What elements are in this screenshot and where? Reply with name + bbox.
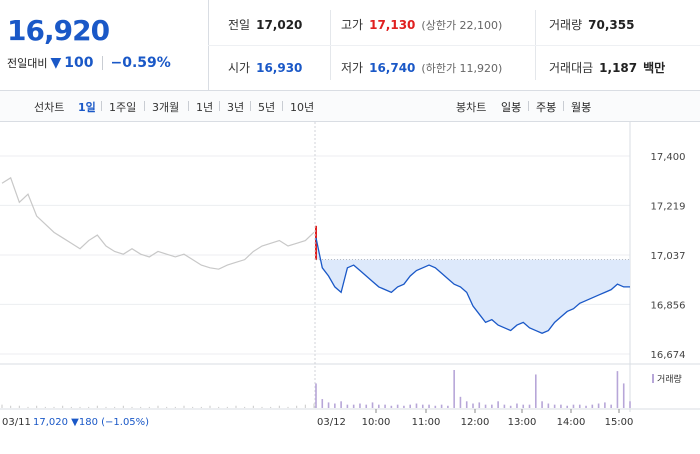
stat-value: 17,020 bbox=[256, 17, 303, 32]
stat-label: 고가 bbox=[341, 18, 364, 32]
stat-value: 16,930 bbox=[256, 60, 303, 75]
volume-legend-label: 거래량 bbox=[657, 373, 682, 385]
divider bbox=[188, 101, 189, 111]
tab-3-months[interactable]: 3개월 bbox=[152, 101, 180, 114]
stat-label: 시가 bbox=[228, 61, 251, 75]
stat-label: 저가 bbox=[341, 61, 364, 75]
x-tick-label: 12:00 bbox=[461, 417, 490, 428]
x-tick-label: 14:00 bbox=[557, 417, 586, 428]
divider bbox=[144, 101, 145, 111]
change-value: 100 bbox=[64, 55, 94, 71]
x-date-label: 03/12 bbox=[317, 417, 346, 428]
divider bbox=[219, 101, 220, 111]
lower-limit: (하한가 11,920) bbox=[421, 61, 503, 75]
tab-3-years[interactable]: 3년 bbox=[227, 101, 245, 114]
current-price: 16,920 bbox=[7, 14, 110, 47]
intraday-chart: 17,400 17,219 17,037 16,856 16,674 거래량 03/11 17… bbox=[0, 122, 700, 450]
stat-high: 고가 17,130 (상한가 22,100) bbox=[341, 16, 502, 33]
stat-volume: 거래량 70,355 bbox=[549, 16, 634, 33]
quote-header: 16,920 전일대비 ▼ 100 −0.59% 전일 17,020 고가 17… bbox=[0, 0, 700, 91]
tab-1-week[interactable]: 1주일 bbox=[109, 101, 137, 114]
stat-value: 1,187 bbox=[599, 60, 638, 75]
stat-open: 시가 16,930 bbox=[228, 59, 302, 76]
upper-limit: (상한가 22,100) bbox=[421, 18, 503, 32]
tab-1-year[interactable]: 1년 bbox=[196, 101, 214, 114]
tab-monthly-candle[interactable]: 월봉 bbox=[571, 101, 592, 114]
volume-legend-swatch bbox=[652, 374, 654, 383]
tab-5-years[interactable]: 5년 bbox=[258, 101, 276, 114]
divider bbox=[101, 56, 103, 70]
divider bbox=[208, 45, 700, 46]
stat-label: 거래량 bbox=[549, 18, 583, 32]
y-tick-label: 16,674 bbox=[651, 350, 686, 361]
tab-10-years[interactable]: 10년 bbox=[290, 101, 315, 114]
tab-1-day[interactable]: 1일 bbox=[78, 101, 96, 114]
current-price-box: 16,920 전일대비 ▼ 100 −0.59% bbox=[0, 0, 209, 90]
x-tick-label: 11:00 bbox=[412, 417, 441, 428]
line-chart-label: 선차트 bbox=[34, 101, 65, 114]
stat-label: 전일 bbox=[228, 18, 251, 32]
stat-label: 거래대금 bbox=[549, 61, 594, 75]
divider bbox=[563, 101, 564, 111]
stat-value: 70,355 bbox=[588, 17, 635, 32]
candle-chart-label: 봉차트 bbox=[456, 101, 487, 114]
x-tick-label: 13:00 bbox=[508, 417, 537, 428]
change-label: 전일대비 bbox=[7, 57, 48, 70]
y-tick-label: 17,037 bbox=[651, 251, 686, 262]
divider bbox=[282, 101, 283, 111]
y-tick-label: 17,219 bbox=[651, 201, 686, 212]
stat-value: 16,740 bbox=[369, 60, 416, 75]
prev-day-series-line bbox=[1, 176, 315, 270]
x-tick-label: 15:00 bbox=[605, 417, 634, 428]
down-triangle-icon: ▼ bbox=[50, 55, 62, 71]
today-area-fill bbox=[316, 237, 630, 334]
today-series-line bbox=[315, 237, 630, 334]
stat-prev-close: 전일 17,020 bbox=[228, 16, 302, 33]
price-change: 전일대비 ▼ 100 −0.59% bbox=[7, 55, 171, 71]
x-date-label: 03/11 bbox=[2, 417, 31, 428]
x-tick-label: 10:00 bbox=[362, 417, 391, 428]
stat-amount: 거래대금 1,187 백만 bbox=[549, 59, 665, 76]
tab-weekly-candle[interactable]: 주봉 bbox=[536, 101, 557, 114]
stat-low: 저가 16,740 (하한가 11,920) bbox=[341, 59, 502, 76]
change-rate: −0.59% bbox=[110, 55, 171, 71]
chart-period-tabs: 선차트 1일 1주일 3개월 1년 3년 5년 10년 봉차트 일봉 주봉 월봉 bbox=[0, 91, 700, 122]
chart-canvas: 17,400 17,219 17,037 16,856 16,674 거래량 03/11 17… bbox=[0, 122, 700, 428]
tab-daily-candle[interactable]: 일봉 bbox=[501, 101, 522, 114]
divider bbox=[250, 101, 251, 111]
stat-unit: 백만 bbox=[643, 61, 666, 75]
prev-day-summary: 17,020 ▼180 (−1.05%) bbox=[33, 417, 149, 428]
y-tick-label: 17,400 bbox=[651, 152, 686, 163]
y-tick-label: 16,856 bbox=[651, 300, 686, 311]
stat-value: 17,130 bbox=[369, 17, 416, 32]
divider bbox=[528, 101, 529, 111]
divider bbox=[101, 101, 102, 111]
